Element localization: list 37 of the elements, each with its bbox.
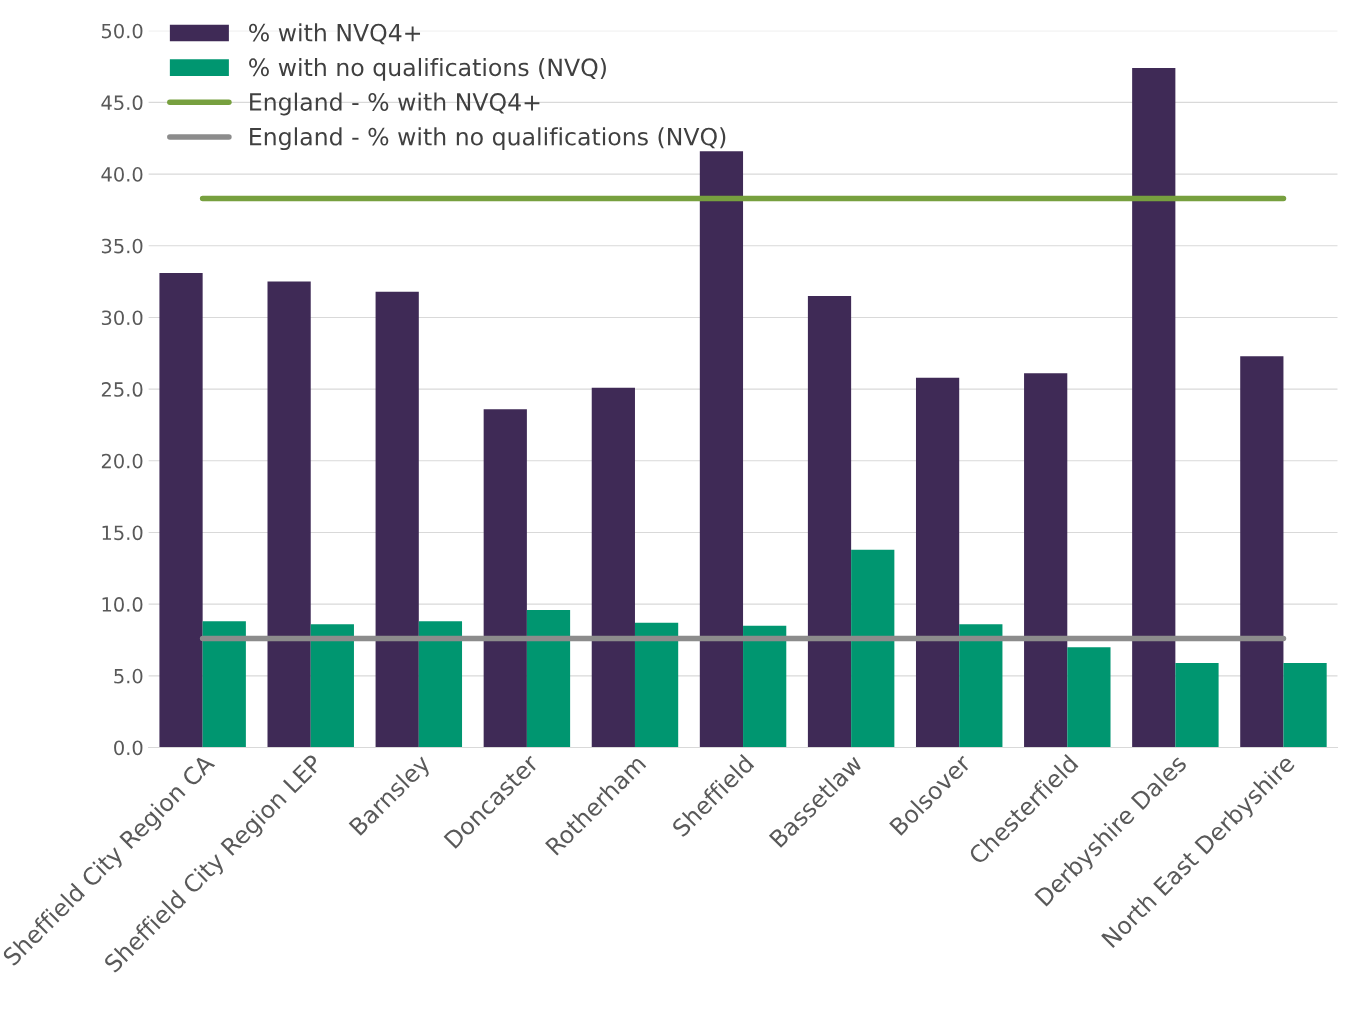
legend-label: % with NVQ4+ [249,23,421,45]
bar [634,622,679,748]
bar [851,549,895,748]
y-tick-label: 35.0 [101,238,143,254]
bar [526,609,571,748]
legend-label: England - % with NVQ4+ [250,92,540,116]
bar [159,273,203,748]
bar [1132,67,1176,748]
bar [202,621,246,748]
bar [1283,662,1327,748]
bar [267,281,311,748]
bar [1067,647,1111,748]
bar [418,621,463,748]
y-tick-label: 40.0 [101,167,143,182]
legend-label: % with no qualifications (NVQ) [249,57,606,81]
y-tick-label: 45.0 [101,95,143,111]
bar [1175,662,1219,748]
y-tick-label: 15.0 [102,525,143,541]
legend-label: England - % with no qualifications (NVQ) [250,127,726,151]
bar [375,291,419,748]
y-tick-label: 5.0 [114,668,143,684]
bar [699,151,744,748]
bar [1240,356,1284,748]
bar [591,387,635,748]
y-tick-label: 30.0 [101,310,143,326]
y-tick-label: 10.0 [102,597,143,612]
y-tick-label: 50.0 [101,23,143,39]
y-tick-label: 20.0 [101,453,143,469]
bar [1024,373,1068,748]
bar [483,409,527,748]
bar [959,624,1003,748]
bar [310,624,354,748]
bar [743,625,787,748]
y-tick-label: 25.0 [101,382,143,397]
y-tick-label: 0.0 [114,740,143,756]
bar [915,377,960,748]
bar [807,295,852,748]
